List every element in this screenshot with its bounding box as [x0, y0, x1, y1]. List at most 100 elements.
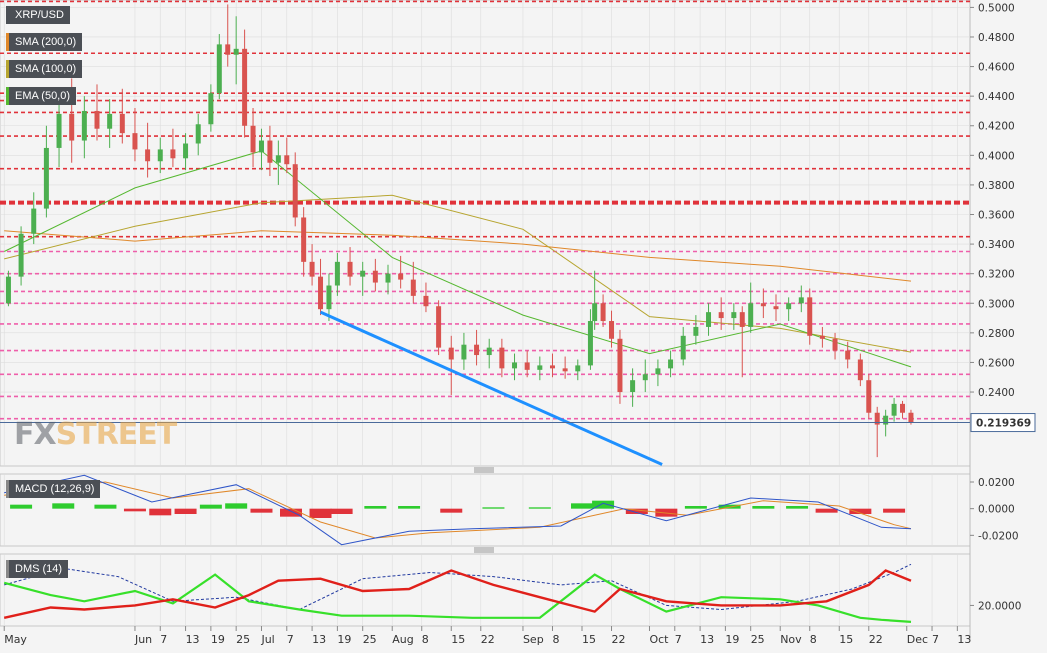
x-tick-label-10: 25: [363, 633, 377, 646]
candle-body-37: [410, 279, 416, 296]
candle-body-2: [31, 208, 37, 234]
price-tick-label-13: 0.2400: [978, 387, 1015, 399]
macd-histogram-bar-5: [174, 508, 197, 514]
price-tick-label-12: 0.2600: [978, 357, 1015, 369]
candle-body-30: [326, 285, 332, 310]
macd-tick-label-1: 0.0000: [978, 504, 1015, 516]
candle-body-18: [225, 44, 231, 55]
candle-body-50: [575, 365, 581, 372]
candle-body-28: [309, 261, 315, 277]
macd-histogram-bar-14: [440, 508, 463, 513]
macd-histogram-bar-1: [52, 503, 75, 509]
macd-histogram-bar-19: [625, 508, 648, 514]
price-tick-label-9: 0.3200: [978, 269, 1015, 281]
candle-body-44: [499, 347, 505, 369]
candle-body-24: [275, 155, 281, 163]
watermark-logo: FXSTREET: [14, 417, 178, 452]
current-price-box: [970, 413, 1036, 433]
candle-body-6: [81, 110, 87, 141]
macd-histogram-bar-13: [398, 506, 421, 509]
candle-body-57: [642, 374, 648, 381]
candle-body-52: [592, 303, 598, 322]
candle-body-69: [786, 303, 792, 310]
candle-body-21: [250, 125, 256, 153]
x-tick-label-9: 19: [337, 633, 351, 646]
candle-body-43: [486, 347, 492, 356]
x-tick-label-29: 7: [932, 633, 939, 646]
candle-body-59: [668, 359, 674, 369]
current-price-label: 0.219369: [976, 418, 1031, 430]
price-tick-label-0: 0.5000: [978, 2, 1015, 14]
minus-di-line: [3, 569, 912, 619]
sma200-legend: SMA (200,0): [6, 33, 83, 51]
macd-histogram-bar-23: [752, 506, 775, 509]
x-tick-label-20: 7: [675, 633, 682, 646]
x-tick-label-4: 19: [211, 633, 225, 646]
price-tick-label-4: 0.4200: [978, 121, 1015, 133]
candle-body-80: [900, 403, 906, 413]
pair-label: XRP/USD: [6, 6, 70, 24]
x-tick-label-12: 8: [422, 633, 429, 646]
candle-body-54: [609, 321, 615, 339]
macd-tick-label-0: 0.0200: [978, 477, 1015, 489]
candle-body-1: [18, 233, 24, 277]
candle-body-72: [819, 335, 825, 339]
candle-body-77: [874, 412, 880, 425]
dms-tick-label-0: 20.0000: [978, 600, 1021, 612]
price-tick-label-5: 0.4000: [978, 150, 1015, 162]
macd-histogram-bar-24: [786, 506, 809, 509]
x-tick-label-6: Jul: [260, 633, 274, 646]
adx-line: [4, 563, 912, 611]
candle-body-45: [512, 362, 518, 369]
x-tick-label-22: 19: [725, 633, 739, 646]
candle-body-11: [145, 149, 151, 162]
candle-body-26: [292, 164, 298, 218]
x-tick-label-7: 7: [287, 633, 294, 646]
x-tick-label-21: 13: [700, 633, 714, 646]
candle-body-8: [107, 113, 113, 129]
x-tick-label-15: Sep: [523, 633, 544, 646]
x-tick-label-25: 8: [810, 633, 817, 646]
x-tick-label-3: 13: [186, 633, 200, 646]
dms-label: DMS (14): [6, 560, 69, 578]
price-tick-label-7: 0.3600: [978, 210, 1015, 222]
x-tick-label-23: 25: [751, 633, 765, 646]
candle-body-62: [706, 312, 712, 327]
candle-body-53: [600, 303, 606, 322]
candle-body-47: [537, 365, 543, 370]
candle-body-33: [360, 270, 366, 277]
macd-histogram-bar-10: [309, 508, 332, 518]
candle-body-67: [760, 303, 766, 307]
candle-body-27: [301, 217, 307, 262]
candle-body-29: [318, 276, 324, 310]
macd-histogram-bar-9: [280, 508, 302, 517]
x-tick-label-30: 13: [957, 633, 971, 646]
candle-body-15: [195, 124, 201, 144]
candle-body-9: [119, 113, 125, 134]
candle-body-20: [242, 48, 248, 126]
candle-body-73: [832, 338, 838, 351]
price-tick-label-8: 0.3400: [978, 239, 1015, 251]
price-tick-label-6: 0.3800: [978, 180, 1015, 192]
candle-body-42: [474, 344, 480, 356]
price-tick-label-10: 0.3000: [978, 298, 1015, 310]
candle-body-81: [908, 412, 914, 423]
candle-body-14: [183, 143, 189, 159]
macd-histogram-bar-8: [250, 508, 273, 513]
candle-body-65: [739, 312, 745, 327]
x-tick-label-8: 13: [312, 633, 326, 646]
macd-histogram-bar-27: [883, 508, 906, 513]
candle-body-68: [773, 306, 779, 310]
x-tick-label-27: 22: [869, 633, 883, 646]
candle-body-25: [284, 155, 290, 165]
x-tick-label-19: Oct: [649, 633, 669, 646]
candle-body-5: [69, 113, 75, 141]
candle-body-10: [132, 133, 138, 150]
x-tick-label-11: Aug: [392, 633, 413, 646]
macd-histogram-bar-4: [149, 508, 172, 516]
x-tick-label-13: 15: [451, 633, 465, 646]
candle-body-32: [347, 261, 353, 277]
macd-histogram-bar-21: [684, 506, 707, 509]
macd-line: [4, 474, 912, 546]
candle-body-34: [372, 270, 378, 283]
